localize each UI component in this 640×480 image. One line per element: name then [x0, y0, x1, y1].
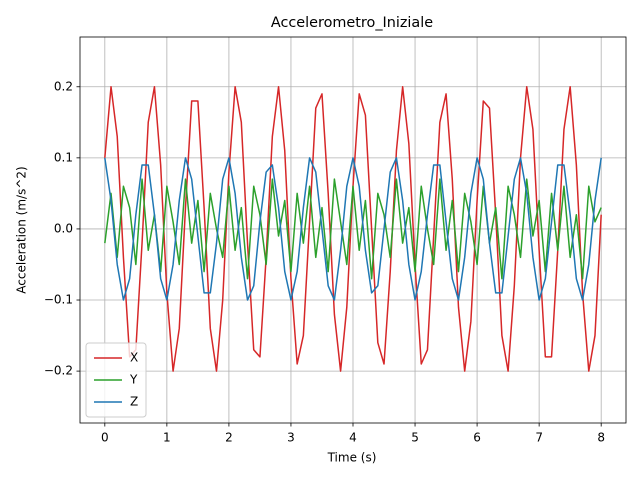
x-tick-label: 6 [473, 431, 481, 445]
x-tick-label: 7 [535, 431, 543, 445]
y-tick-label: −0.2 [44, 364, 73, 378]
legend-label: Z [130, 395, 138, 409]
x-tick-label: 2 [225, 431, 233, 445]
y-axis-label: Acceleration (m/s^2) [15, 166, 29, 293]
plot-frame [79, 36, 627, 424]
series-line [104, 157, 602, 301]
y-tick-label: 0.1 [54, 150, 73, 164]
x-tick-label: 3 [287, 431, 295, 445]
x-tick-label: 5 [411, 431, 419, 445]
x-tick-label: 8 [597, 431, 605, 445]
x-tick-label: 1 [163, 431, 171, 445]
legend-label: Y [129, 373, 138, 387]
legend: XYZ [85, 342, 147, 418]
x-axis-label: Time (s) [327, 451, 377, 465]
y-tick-label: −0.1 [44, 293, 73, 307]
series-line [104, 178, 602, 280]
chart-title: Accelerometro_Iniziale [271, 15, 433, 31]
x-tick-label: 0 [101, 431, 109, 445]
y-tick-label: 0.2 [54, 79, 73, 93]
y-tick-label: 0.0 [54, 221, 73, 235]
x-tick-label: 4 [349, 431, 357, 445]
legend-label: X [130, 351, 138, 365]
